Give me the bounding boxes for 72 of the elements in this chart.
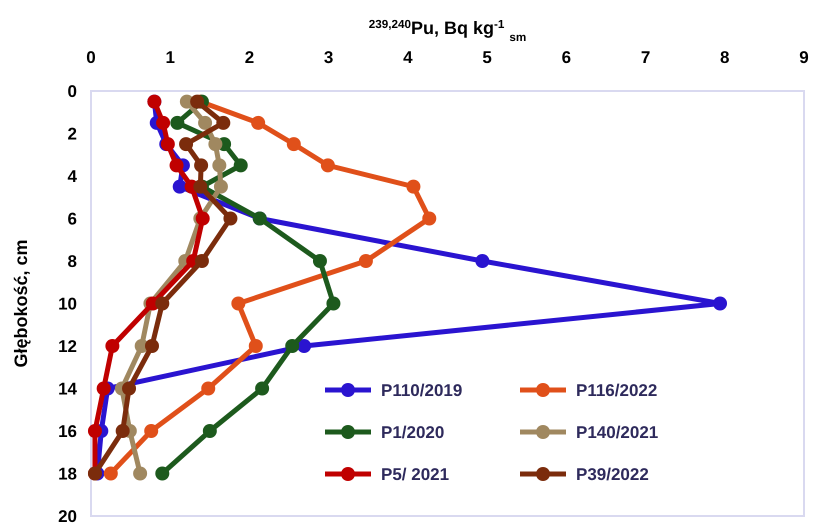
point — [248, 339, 263, 353]
point — [231, 296, 246, 310]
legend-label: P116/2022 — [576, 380, 658, 400]
y-tick-label: 14 — [58, 379, 78, 398]
x-tick-label: 1 — [165, 48, 175, 67]
legend-label: P140/2021 — [576, 422, 658, 442]
point — [194, 158, 208, 172]
legend-label: P5/ 2021 — [381, 464, 450, 484]
point — [297, 339, 312, 353]
point — [286, 137, 301, 152]
point — [234, 158, 248, 172]
legend-label: P39/2022 — [576, 464, 649, 484]
point — [155, 296, 170, 310]
y-tick-label: 8 — [68, 252, 77, 271]
point — [713, 296, 728, 310]
x-tick-label: 7 — [640, 48, 650, 67]
point — [422, 212, 436, 226]
point — [326, 296, 340, 310]
point — [170, 158, 184, 172]
point — [358, 254, 373, 268]
point — [156, 116, 170, 130]
point — [198, 116, 212, 130]
x-tick-label: 6 — [562, 48, 572, 67]
y-tick-label: 20 — [58, 506, 77, 525]
point — [179, 137, 194, 152]
y-tick-label: 4 — [68, 166, 78, 186]
x-tick-label: 2 — [244, 48, 254, 67]
point — [144, 424, 158, 438]
y-tick-label: 12 — [58, 336, 77, 356]
point — [208, 137, 222, 152]
y-tick-label: 6 — [68, 209, 77, 228]
point — [214, 180, 228, 194]
legend-label: P1/2020 — [381, 422, 444, 442]
x-tick-label: 3 — [324, 48, 334, 67]
point — [212, 158, 226, 172]
point — [312, 254, 327, 268]
point — [105, 339, 120, 353]
point — [320, 158, 335, 172]
point — [285, 339, 300, 353]
point — [133, 466, 148, 480]
y-tick-label: 16 — [58, 422, 77, 441]
point — [104, 466, 118, 480]
point — [88, 424, 102, 438]
y-tick-label: 18 — [58, 464, 77, 484]
point — [172, 180, 187, 194]
y-axis-title: Głębokość, cm — [11, 239, 31, 368]
y-tick-label: 10 — [58, 294, 77, 314]
point — [406, 180, 420, 194]
point — [216, 116, 230, 130]
x-tick-label: 0 — [86, 48, 96, 67]
point — [170, 116, 184, 130]
point — [475, 254, 490, 268]
x-tick-label: 5 — [482, 48, 492, 67]
point — [96, 382, 111, 396]
legend-label: P110/2019 — [381, 380, 462, 400]
point — [155, 466, 170, 480]
point — [201, 382, 216, 396]
point — [255, 382, 270, 396]
point — [202, 424, 217, 438]
y-tick-label: 2 — [68, 124, 77, 144]
point — [190, 94, 204, 109]
x-tick-label: 8 — [720, 48, 730, 67]
x-tick-label: 4 — [403, 48, 414, 67]
x-tick-label: 9 — [799, 48, 809, 67]
point — [122, 382, 136, 396]
point — [194, 254, 209, 268]
point — [223, 212, 238, 226]
point — [116, 424, 130, 438]
y-tick-label: 0 — [68, 82, 77, 101]
point — [251, 116, 266, 130]
point — [196, 212, 210, 226]
point — [145, 339, 159, 353]
